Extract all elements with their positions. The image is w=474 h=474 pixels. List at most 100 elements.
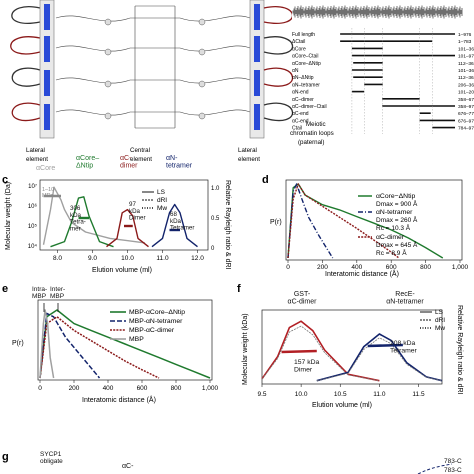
construct-name: αCore [292,46,306,52]
construct-name: ΔCtail [292,39,305,45]
construct-name: αN–tetramer [292,82,320,88]
f-mass-bar [281,349,317,354]
g-label: αC- [122,463,134,470]
c-ytick-label: 10⁴ [28,243,38,250]
f-xtick-label: 9.5 [257,391,266,398]
panel-f-letter: f [237,283,241,295]
panel-e-letter: e [2,283,8,295]
c-xlabel: Elution volume (ml) [92,267,152,274]
label-central: Central element [130,147,152,163]
d-legend-stat: Dmax = 900 Å [376,199,418,208]
construct-name: αCore–ΔNtip [292,61,321,67]
e-legend-label: MBP-αCore–ΔNtip [129,309,185,316]
construct-name: αN–ΔNtip [292,75,314,81]
e-series-line [39,309,211,379]
construct-range: 112–362 [458,61,474,67]
e-legend-label: MBP [129,336,144,343]
e-arrow-label: Inter-MBP [50,286,65,300]
c-ylabel: Molecular weight (Da) [5,182,12,250]
construct-range: 358–976 [458,104,474,110]
c-y2tick-label: 0 [211,246,215,252]
e-xtick-label: 800 [171,385,182,392]
f-xtick-label: 10.0 [295,391,308,398]
d-xtick-label: 400 [351,264,362,271]
construct-name: αN-end [292,90,309,96]
construct-range: 101–362 [458,46,474,52]
d-legend-label: αCore−ΔNtip [376,193,415,200]
c-peak-label: αCore– ΔNtip [76,155,99,170]
d-legend-label: αN-tetramer [376,209,413,216]
d-legend-stat: Dmax = 645 Å [376,240,418,249]
construct-range: 1–783 [458,39,472,45]
f-legend-label: Mw [435,325,445,332]
c-peak-label: αCore [36,165,55,172]
c-xtick-label: 11.0 [156,255,169,262]
c-xtick-label: 10.0 [121,255,134,262]
construct-range: 101–362 [458,68,474,74]
c-series-line [42,186,146,245]
panel-b: Full length 1–976 ΔCtail 1–783 αCore 101–362 α… [292,0,474,134]
d-legend-label: αC-dimer [376,234,405,241]
c-ytick-label: 10⁵ [28,223,38,230]
construct-range: 1–976 [458,32,472,38]
e-xlabel: Interatomic distance (Å) [82,395,156,404]
d-legend-stat: Rc = 10.3 Å [376,223,411,232]
e-series-line [39,309,55,379]
f-peak-label: RecE-αN-tetramer [386,291,424,306]
panel-c-letter: c [2,174,8,186]
d-xtick-label: 800 [420,264,431,271]
panel-f: f 9.5 10.0 10.5 11.0 11.5 GST-αC-dimer RecE-αN… [237,283,463,409]
e-legend-label: MBP-αC-dimer [129,327,175,334]
construct-name: αCore–Ctail [292,54,319,60]
f-dri-line [261,325,380,382]
construct-range: 676–976 [458,118,474,124]
f-dri-line [316,337,443,382]
e-xtick-label: 1,000 [202,385,219,392]
f-ylabel: Molecular weight (kDa) [242,313,249,385]
c-annotation: 1–10 MDa [42,187,55,199]
f-mass-label: 208 kDa Tetramer [390,340,418,354]
c-legend-label: Mw [157,205,167,212]
c-y2tick-label: 0.5 [211,216,220,222]
panel-g-letter: g [2,451,9,463]
c-xtick-label: 9.0 [88,255,97,262]
g-label: 783-C [444,467,462,474]
f-xtick-label: 11.5 [412,391,425,398]
f-ylabel-right: Relative Rayleigh ratio & dRI [456,305,463,395]
c-ylabel-right: Relative Rayleigh ratio & dRI [224,180,231,270]
f-series-line [261,320,380,382]
d-series-line [287,183,334,259]
construct-name: αN [292,68,299,74]
construct-name: αC-end [292,111,309,117]
d-legend-stat: Rc = 8.9 Å [376,248,407,257]
construct-range: 101–976 [458,54,474,60]
label-lateral-right: Lateral element [238,147,260,163]
c-xtick-label: 12.0 [191,255,204,262]
e-legend-label: MBP-αN-tetramer [129,318,183,325]
e-series-line [39,316,160,379]
construct-range: 358–676 [458,97,474,103]
f-mass-label: 157 kDa Dimer [294,359,320,373]
label-lateral-left: Lateral element [26,147,48,163]
e-xtick-label: 400 [103,385,114,392]
e-xtick-label: 0 [38,385,42,392]
construct-range: 784–976 [458,126,474,132]
construct-range: 101–206 [458,90,474,96]
c-series-line [50,196,114,248]
d-xtick-label: 600 [386,264,397,271]
f-mass-bar [367,343,403,348]
c-legend-label: dRI [157,197,167,204]
d-ylabel: P(r) [270,219,282,226]
d-xtick-label: 0 [286,264,290,271]
c-xtick-label: 8.0 [53,255,62,262]
c-series-line [106,208,149,248]
c-mass-label: 68 kDa Tetramer [170,211,194,232]
f-legend-label: LS [435,309,444,316]
e-xtick-label: 200 [69,385,80,392]
f-series-line [316,333,443,382]
f-legend-label: dRI [435,317,445,324]
c-y2tick-label: 1.0 [211,186,220,192]
construct-name: Full length [292,32,315,38]
construct-range: 206–362 [458,82,474,88]
